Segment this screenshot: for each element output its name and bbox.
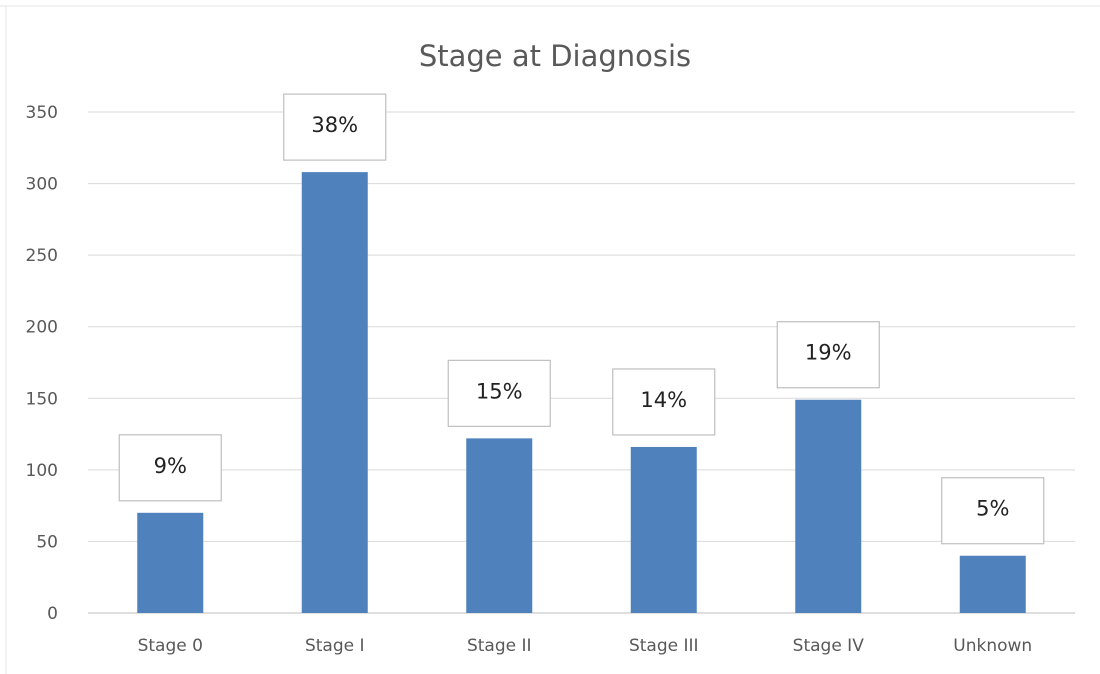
bars — [137, 172, 1026, 613]
data-label-text: 38% — [311, 113, 358, 137]
data-label-text: 9% — [154, 454, 187, 478]
data-label-box — [118, 434, 222, 502]
chart-title: Stage at Diagnosis — [419, 39, 691, 73]
y-tick-label: 150 — [26, 389, 58, 409]
x-category-label: Unknown — [953, 636, 1032, 656]
y-tick-label: 0 — [47, 604, 58, 624]
y-tick-label: 200 — [26, 318, 58, 338]
x-category-label: Stage I — [305, 636, 365, 656]
bar — [630, 446, 697, 613]
data-label: 5% — [941, 477, 1045, 545]
bar — [795, 399, 862, 613]
data-label: 15% — [447, 359, 551, 427]
x-category-label: Stage II — [467, 636, 532, 656]
data-label: 14% — [612, 368, 716, 436]
data-labels: 9% 38% 15% 14% 19% 5% — [118, 93, 1045, 545]
data-label: 38% — [283, 93, 387, 161]
x-category-label: Stage 0 — [138, 636, 203, 656]
data-label-box — [283, 93, 387, 161]
bar — [466, 438, 533, 613]
data-label-box — [941, 477, 1045, 545]
data-label: 19% — [776, 321, 880, 389]
y-tick-label: 250 — [26, 246, 58, 266]
data-label: 9% — [118, 434, 222, 502]
data-label-box — [447, 359, 551, 427]
y-tick-label: 50 — [36, 532, 58, 552]
y-tick-label: 350 — [26, 103, 58, 123]
x-axis-categories: Stage 0 Stage I Stage II Stage III Stage IV U… — [138, 636, 1033, 656]
bar — [137, 512, 204, 613]
y-tick-label: 100 — [26, 461, 58, 481]
data-label-text: 19% — [805, 341, 852, 365]
data-label-box — [776, 321, 880, 389]
data-label-text: 5% — [976, 497, 1009, 521]
x-category-label: Stage III — [629, 636, 699, 656]
bar — [959, 555, 1026, 613]
data-label-text: 15% — [476, 379, 523, 403]
x-category-label: Stage IV — [793, 636, 865, 656]
y-axis-ticks: 0 50 100 150 200 250 300 350 — [26, 103, 58, 624]
data-label-text: 14% — [640, 388, 687, 412]
data-label-box — [612, 368, 716, 436]
y-tick-label: 300 — [26, 175, 58, 195]
gridlines — [88, 111, 1075, 614]
bar — [301, 172, 368, 613]
